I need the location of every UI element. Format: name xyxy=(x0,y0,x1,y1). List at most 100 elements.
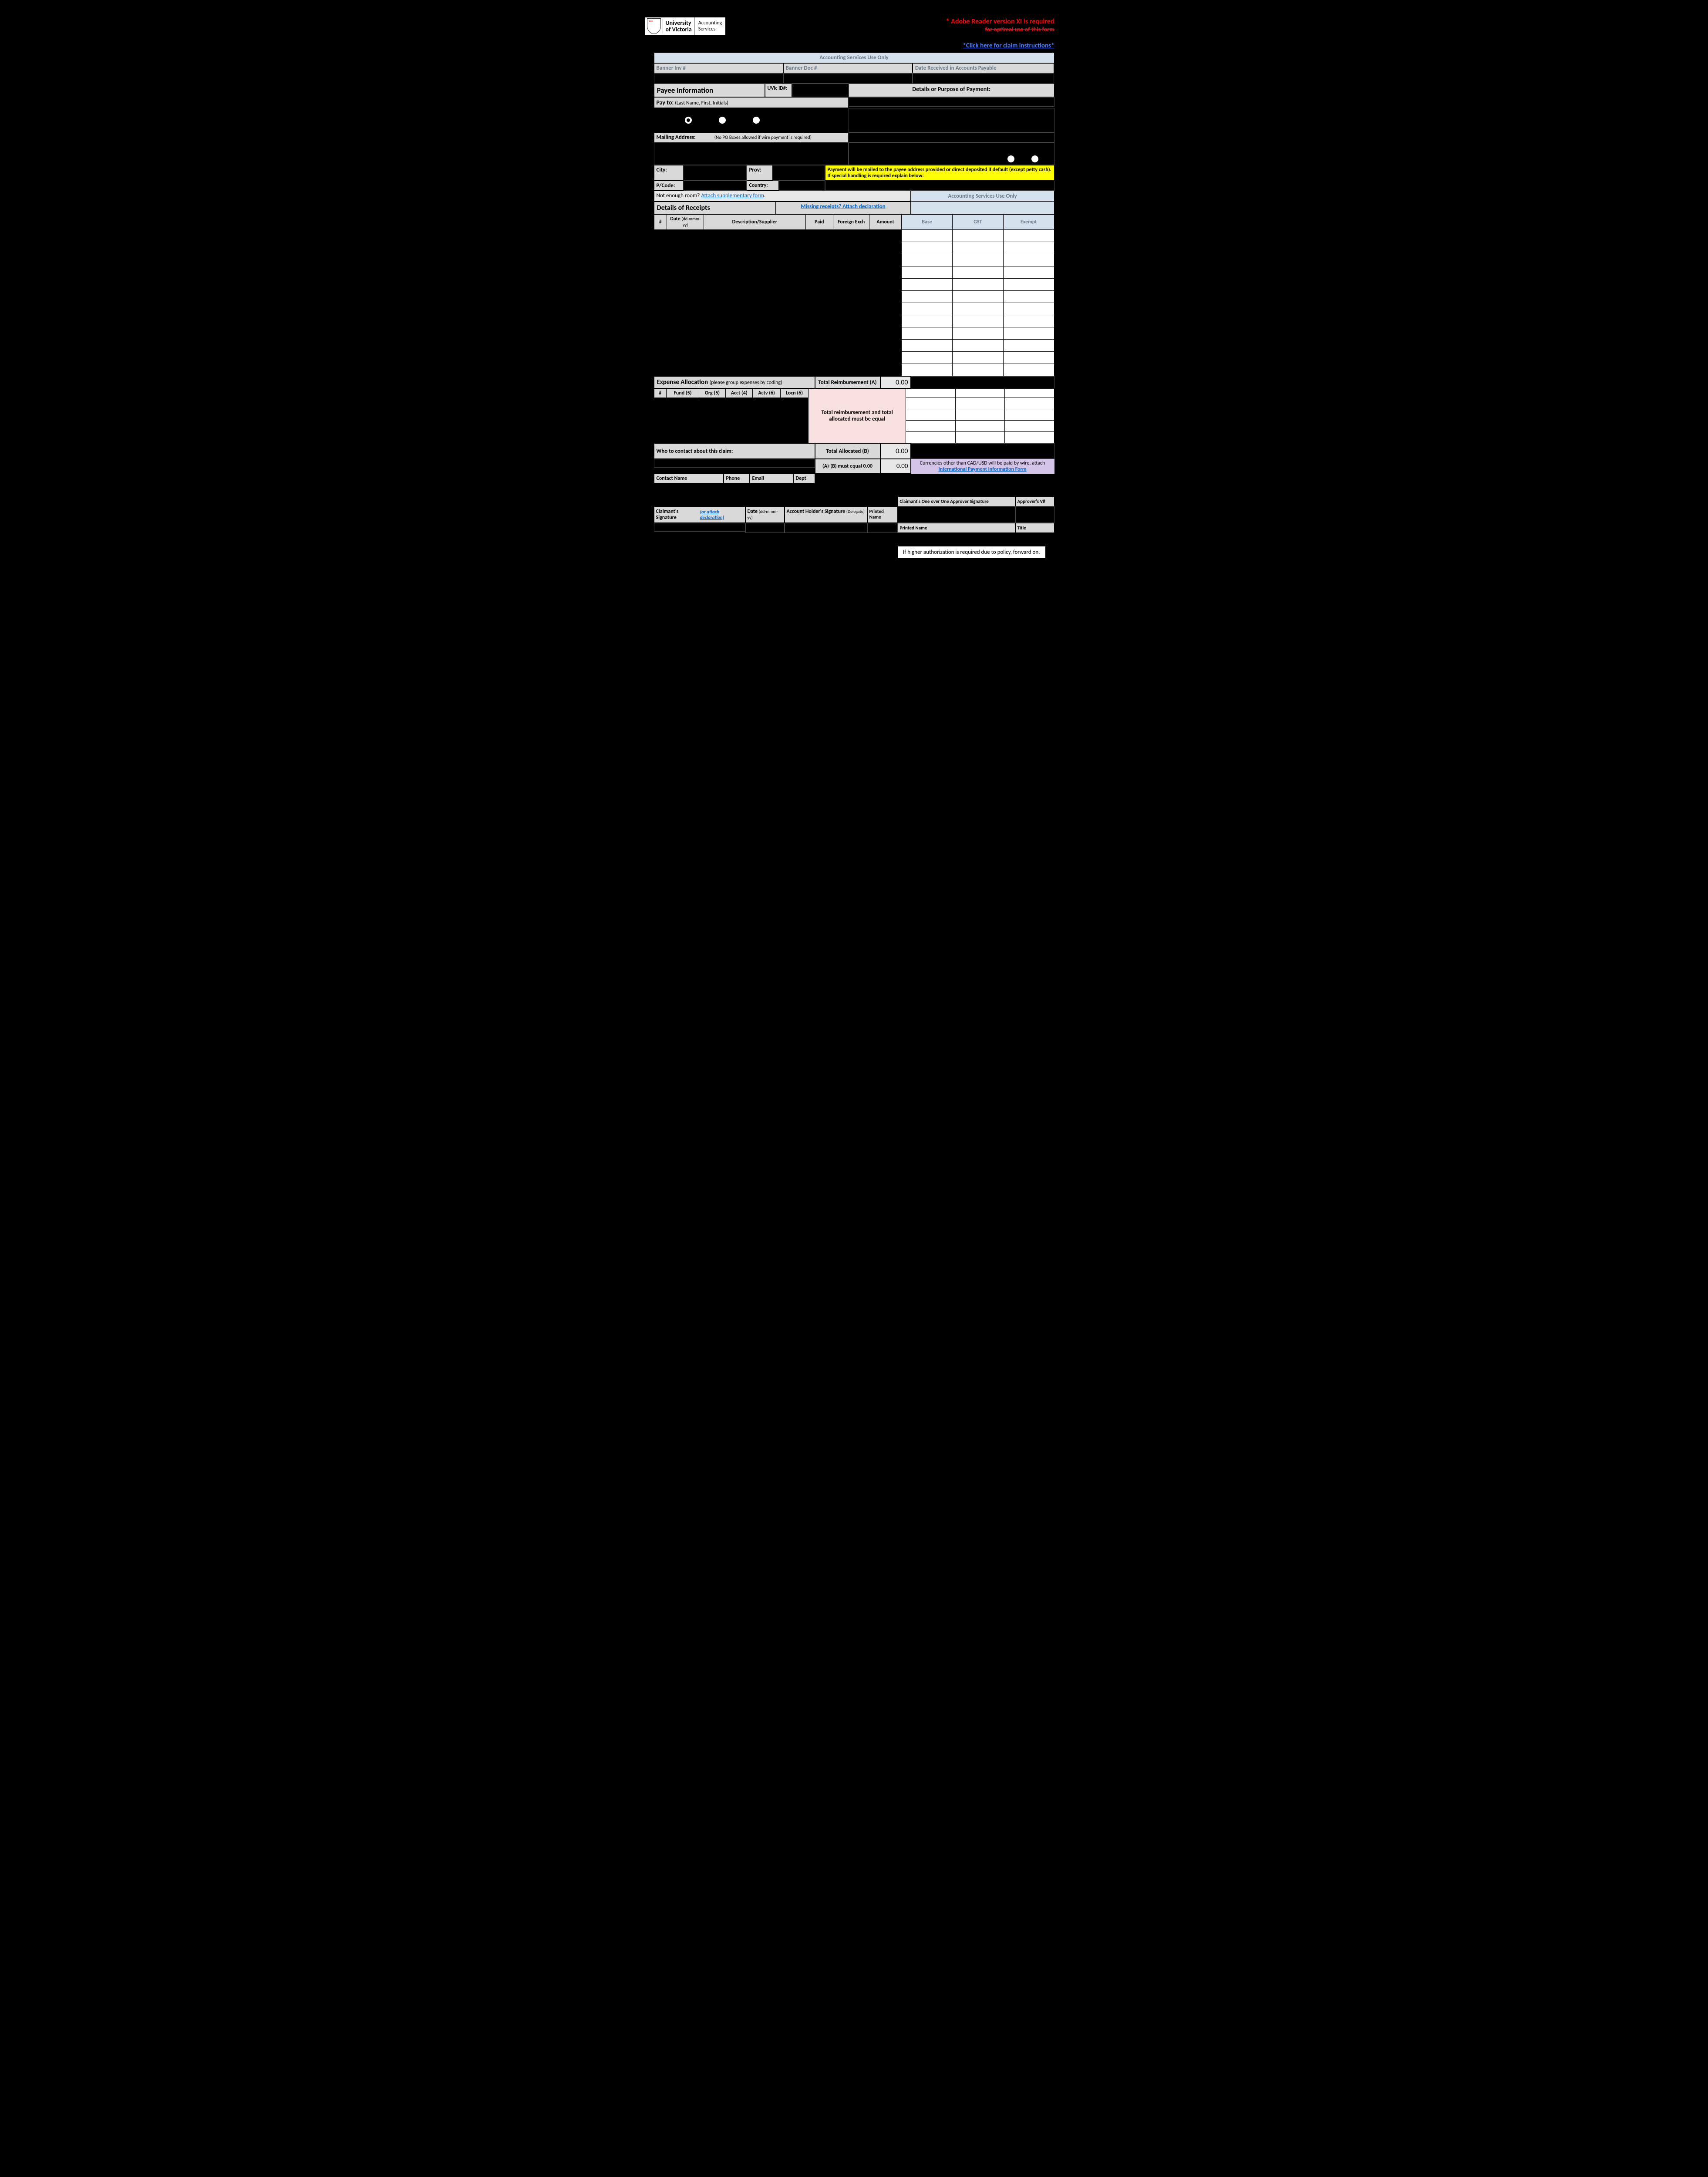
intl-form-link[interactable]: International Payment Information Form xyxy=(938,466,1026,472)
details-purpose-label: Details or Purpose of Payment: xyxy=(849,84,1054,97)
mailing-hint: (No PO Boxes allowed if wire payment is … xyxy=(714,135,812,140)
payee-type-radio-3[interactable] xyxy=(752,116,760,124)
who-contact-label: Who to contact about this claim: xyxy=(654,443,815,459)
receipt-row xyxy=(654,315,1054,327)
receipt-row xyxy=(654,303,1054,315)
city-label: City: xyxy=(654,165,684,181)
payee-header-row: Payee Information UVic ID#: Details or P… xyxy=(654,84,1054,97)
claim-instructions-link[interactable]: *Click here for claim instructions* xyxy=(946,42,1054,50)
purpose-area-2[interactable] xyxy=(849,132,1054,142)
payto-row: Pay to: (Last Name, First, Initials) xyxy=(654,97,1054,108)
handling-radio-2[interactable] xyxy=(1031,155,1039,163)
col-exempt: Exempt xyxy=(1003,215,1054,230)
col-amount: Amount xyxy=(869,215,901,230)
receipt-row xyxy=(654,279,1054,291)
pcode-input[interactable] xyxy=(684,181,747,191)
banner-inv-label: Banner Inv # xyxy=(654,63,783,73)
col-num: # xyxy=(654,215,667,230)
alloc-title: Expense Allocation xyxy=(657,378,708,386)
receipt-row xyxy=(654,291,1054,303)
yellow-payment-note: Payment will be mailed to the payee addr… xyxy=(825,165,1054,181)
banner-input-row xyxy=(654,73,1054,84)
prov-input[interactable] xyxy=(773,165,825,181)
alloc-table: # Fund (5) Org (5) Acct (4) Actv (6) Loc… xyxy=(654,388,1054,443)
receipt-row xyxy=(654,266,1054,279)
alloc-col-num: # xyxy=(654,389,667,398)
dept-name: Accounting Services xyxy=(694,17,725,35)
receipt-row xyxy=(654,230,1054,242)
receipt-row xyxy=(654,254,1054,266)
contact-name-label: Contact Name xyxy=(654,474,724,483)
approver-v-input[interactable] xyxy=(1015,506,1054,523)
adobe-warning-line1: * Adobe Reader version XI is required xyxy=(946,17,1054,26)
payee-info-title: Payee Information xyxy=(654,84,765,97)
city-input[interactable] xyxy=(684,165,747,181)
acct-use-banner: Accounting Services Use Only xyxy=(654,52,1054,63)
ab-note: (A)-(B) must equal 0.00 xyxy=(815,459,880,474)
total-reimb-label: Total Reimbursement (A) xyxy=(815,376,880,388)
total-alloc-label: Total Allocated (B) xyxy=(815,443,880,459)
form-body: Accounting Services Use Only Banner Inv … xyxy=(645,52,1063,572)
attach-decl-link[interactable]: (or attach declaration) xyxy=(700,509,743,520)
logo-block: University of Victoria Accounting Servic… xyxy=(645,17,726,35)
col-gst: GST xyxy=(952,215,1003,230)
receipt-row xyxy=(654,327,1054,340)
approver-sig-input[interactable] xyxy=(898,506,1015,523)
alloc-col-fund: Fund (5) xyxy=(667,389,699,398)
alloc-col-org: Org (5) xyxy=(699,389,726,398)
payee-type-radio-2[interactable] xyxy=(718,116,726,124)
uvic-shield-icon xyxy=(647,18,661,34)
receipt-row xyxy=(654,352,1054,364)
missing-receipts-link[interactable]: Missing receipts? Attach declaration xyxy=(801,203,885,210)
email-label: Email xyxy=(750,474,793,483)
printed-name-input-1[interactable] xyxy=(867,523,898,533)
total-alloc-value: 0.00 xyxy=(880,443,911,459)
ab-value: 0.00 xyxy=(880,459,911,474)
approver-sig-label: Claimant's One over One Approver Signatu… xyxy=(898,496,1015,506)
attach-supp-link[interactable]: Attach supplementary form xyxy=(701,192,764,199)
date-received-label: Date Received in Accounts Payable xyxy=(913,63,1054,73)
sig-top-row: Claimant's One over One Approver Signatu… xyxy=(654,496,1054,506)
sig-date-label: Date xyxy=(748,509,758,515)
date-received-input[interactable] xyxy=(913,73,1054,84)
university-name: University of Victoria xyxy=(663,19,694,34)
dept-label: Dept xyxy=(793,474,815,483)
receipts-title: Details of Receipts xyxy=(654,202,776,214)
mailing-row: Mailing Address: (No PO Boxes allowed if… xyxy=(654,132,1054,142)
banner-inv-input[interactable] xyxy=(654,73,783,84)
printed-name-label-2: Printed Name xyxy=(898,523,1015,533)
purpose-input[interactable] xyxy=(849,97,1054,107)
pcode-label: P/Code: xyxy=(654,181,684,191)
receipts-header: # Date (dd-mmm-yy) Description/Supplier … xyxy=(654,215,1054,230)
uvic-id-input[interactable] xyxy=(792,84,849,97)
payee-type-row xyxy=(654,108,1054,132)
claimant-sig-input[interactable] xyxy=(654,523,745,532)
sig-date-input[interactable] xyxy=(745,523,785,533)
delegate-hint: (Delegate) xyxy=(846,509,865,514)
page-header: University of Victoria Accounting Servic… xyxy=(645,17,1063,52)
banner-doc-input[interactable] xyxy=(783,73,913,84)
holder-sig-input[interactable] xyxy=(785,523,867,533)
col-desc: Description/Supplier xyxy=(704,215,805,230)
reimb-equal-note: Total reimbursement and total allocated … xyxy=(808,389,906,443)
sig-main-row: Claimant's Signature (or attach declarat… xyxy=(654,506,1054,523)
adobe-warning-line2: for optimal use of this form xyxy=(946,26,1054,33)
approver-v-label: Approver's V# xyxy=(1015,496,1054,506)
banner-row: Banner Inv # Banner Doc # Date Received … xyxy=(654,63,1054,73)
total-reimb-value: 0.00 xyxy=(880,376,911,388)
dept-line1: Accounting xyxy=(698,20,722,26)
alloc-header-row: Expense Allocation (please group expense… xyxy=(654,376,1054,388)
header-warnings: * Adobe Reader version XI is required fo… xyxy=(946,17,1054,50)
receipt-row xyxy=(654,364,1054,376)
handling-input[interactable] xyxy=(825,181,1054,191)
mailing-input[interactable] xyxy=(654,142,849,165)
col-forex: Foreign Exch xyxy=(833,215,869,230)
contact-input-row[interactable] xyxy=(654,459,815,468)
country-input[interactable] xyxy=(779,181,825,191)
payee-type-radio-1[interactable] xyxy=(684,116,692,124)
handling-radio-1[interactable] xyxy=(1007,155,1015,163)
prov-label: Prov: xyxy=(747,165,773,181)
col-date: Date xyxy=(670,216,680,222)
higher-auth-note: If higher authorization is required due … xyxy=(897,546,1045,559)
alloc-col-actv: Actv (6) xyxy=(753,389,781,398)
